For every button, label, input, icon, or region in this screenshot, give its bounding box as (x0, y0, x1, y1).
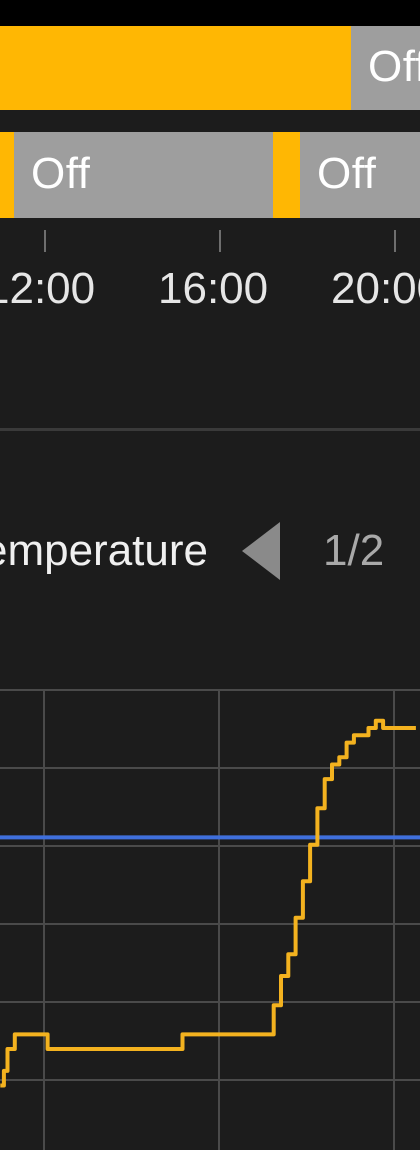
page-indicator: 1/2 (323, 526, 385, 575)
timeline-segment-off[interactable]: Off (300, 132, 420, 218)
triangle-left-icon (242, 522, 280, 580)
graph-title: Temperature (0, 526, 208, 575)
timeline-segment-label: Off (31, 149, 91, 198)
timeline-segment-on[interactable] (0, 132, 14, 218)
timeline-segment-label: Off (368, 42, 420, 91)
axis-label: 12:00 (0, 264, 96, 313)
axis-tick (394, 230, 396, 252)
timeline-segment-on[interactable] (273, 132, 300, 218)
timeline-segment-off[interactable]: Off (14, 132, 273, 218)
top-strip (0, 0, 420, 26)
timeline-segment-off[interactable]: Off (351, 26, 420, 110)
timeline-segment-on[interactable] (0, 26, 351, 110)
section-divider (0, 428, 420, 431)
axis-label: 20:00 (331, 264, 420, 313)
temperature-series-line (0, 718, 416, 1088)
axis-tick (219, 230, 221, 252)
axis-label: 16:00 (158, 264, 269, 313)
timeline-segment-label: Off (317, 149, 377, 198)
timeline-card: Off Off Off 12:00 16:00 20:00 (0, 26, 420, 428)
axis-tick (44, 230, 46, 252)
previous-page-button[interactable] (240, 518, 284, 584)
